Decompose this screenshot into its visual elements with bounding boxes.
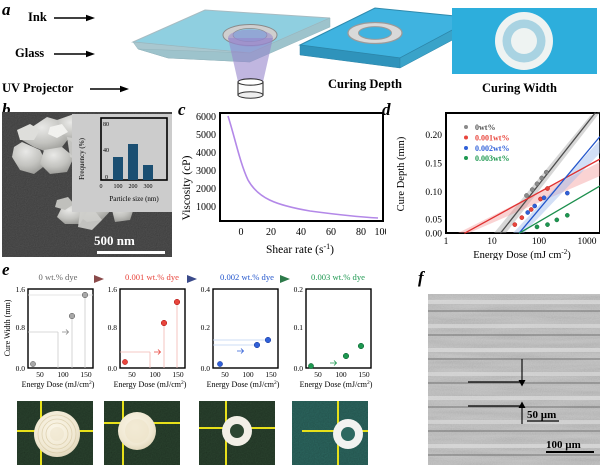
svg-text:Cure Width (mm): Cure Width (mm) <box>3 299 12 356</box>
svg-text:3000: 3000 <box>196 166 216 177</box>
svg-text:100 µm: 100 µm <box>546 439 581 451</box>
svg-text:0.20: 0.20 <box>425 131 442 141</box>
svg-text:0: 0 <box>105 175 108 181</box>
svg-text:0: 0 <box>239 227 244 238</box>
svg-text:150: 150 <box>172 370 184 379</box>
svg-text:60: 60 <box>326 227 336 238</box>
svg-text:Viscosity (cP): Viscosity (cP) <box>181 155 193 220</box>
svg-text:5000: 5000 <box>196 130 216 141</box>
svg-text:50: 50 <box>221 370 229 379</box>
svg-text:Energy Dose (mJ/cm2): Energy Dose (mJ/cm2) <box>207 380 280 389</box>
svg-text:0.1: 0.1 <box>294 323 304 332</box>
svg-text:Energy Dose (mJ/cm2): Energy Dose (mJ/cm2) <box>114 380 187 389</box>
svg-text:0.4: 0.4 <box>201 285 211 294</box>
svg-text:20: 20 <box>266 227 276 238</box>
svg-text:Energy Dose (mJ/cm2): Energy Dose (mJ/cm2) <box>22 380 95 389</box>
svg-text:0.05: 0.05 <box>425 216 442 226</box>
svg-text:Cure Depth (mm): Cure Depth (mm) <box>396 136 407 211</box>
svg-text:1: 1 <box>444 237 449 247</box>
svg-text:80: 80 <box>103 122 109 128</box>
svg-text:Particle size (nm): Particle size (nm) <box>109 195 159 203</box>
svg-text:Shear rate (s-1): Shear rate (s-1) <box>266 242 334 257</box>
svg-text:100: 100 <box>532 237 547 247</box>
svg-text:40: 40 <box>103 148 109 154</box>
svg-text:40: 40 <box>296 227 306 238</box>
svg-text:Curing Depth: Curing Depth <box>328 77 402 91</box>
svg-text:Curing Width: Curing Width <box>482 81 557 95</box>
svg-text:0: 0 <box>100 184 103 190</box>
svg-text:1.6: 1.6 <box>16 285 26 294</box>
svg-text:10: 10 <box>487 237 497 247</box>
svg-text:Energy Dose (mJ cm-2): Energy Dose (mJ cm-2) <box>473 248 571 260</box>
svg-text:150: 150 <box>265 370 277 379</box>
svg-text:0.001 wt.% dye: 0.001 wt.% dye <box>125 272 179 282</box>
svg-text:0.2: 0.2 <box>294 285 304 294</box>
svg-text:0.8: 0.8 <box>108 323 118 332</box>
svg-text:1000: 1000 <box>196 202 216 213</box>
svg-text:0wt%: 0wt% <box>475 123 495 132</box>
svg-text:100: 100 <box>335 370 347 379</box>
svg-text:50: 50 <box>314 370 322 379</box>
svg-text:0.003 wt.% dye: 0.003 wt.% dye <box>311 272 365 282</box>
svg-text:150: 150 <box>80 370 92 379</box>
svg-text:0.002wt%: 0.002wt% <box>475 144 509 153</box>
svg-text:0.003wt%: 0.003wt% <box>475 154 509 163</box>
svg-text:0 wt.% dye: 0 wt.% dye <box>39 272 78 282</box>
svg-text:0.15: 0.15 <box>425 160 442 170</box>
svg-text:0.001wt%: 0.001wt% <box>475 134 509 143</box>
svg-text:100: 100 <box>57 370 69 379</box>
svg-text:1.6: 1.6 <box>108 285 118 294</box>
svg-text:0.0: 0.0 <box>108 364 118 373</box>
svg-text:6000: 6000 <box>196 112 216 123</box>
svg-text:80: 80 <box>356 227 366 238</box>
svg-text:0.2: 0.2 <box>201 323 211 332</box>
svg-text:0.00: 0.00 <box>425 230 442 240</box>
svg-text:0.0: 0.0 <box>201 364 211 373</box>
svg-text:1000: 1000 <box>578 237 597 247</box>
svg-text:0.8: 0.8 <box>16 323 26 332</box>
svg-text:150: 150 <box>358 370 370 379</box>
svg-text:50: 50 <box>36 370 44 379</box>
svg-text:100: 100 <box>149 370 161 379</box>
svg-text:2000: 2000 <box>196 184 216 195</box>
svg-text:Energy Dose (mJ/cm2): Energy Dose (mJ/cm2) <box>300 380 373 389</box>
svg-text:0.10: 0.10 <box>425 188 442 198</box>
svg-text:50: 50 <box>128 370 136 379</box>
svg-text:0.0: 0.0 <box>16 364 26 373</box>
svg-text:4000: 4000 <box>196 148 216 159</box>
svg-text:Frequency (%): Frequency (%) <box>78 137 86 179</box>
svg-text:0.0: 0.0 <box>294 364 304 373</box>
svg-text:100: 100 <box>242 370 254 379</box>
svg-text:300: 300 <box>144 184 153 190</box>
svg-text:0.002 wt.% dye: 0.002 wt.% dye <box>220 272 274 282</box>
svg-text:100: 100 <box>114 184 123 190</box>
svg-text:50 µm: 50 µm <box>527 409 556 421</box>
svg-text:200: 200 <box>129 184 138 190</box>
